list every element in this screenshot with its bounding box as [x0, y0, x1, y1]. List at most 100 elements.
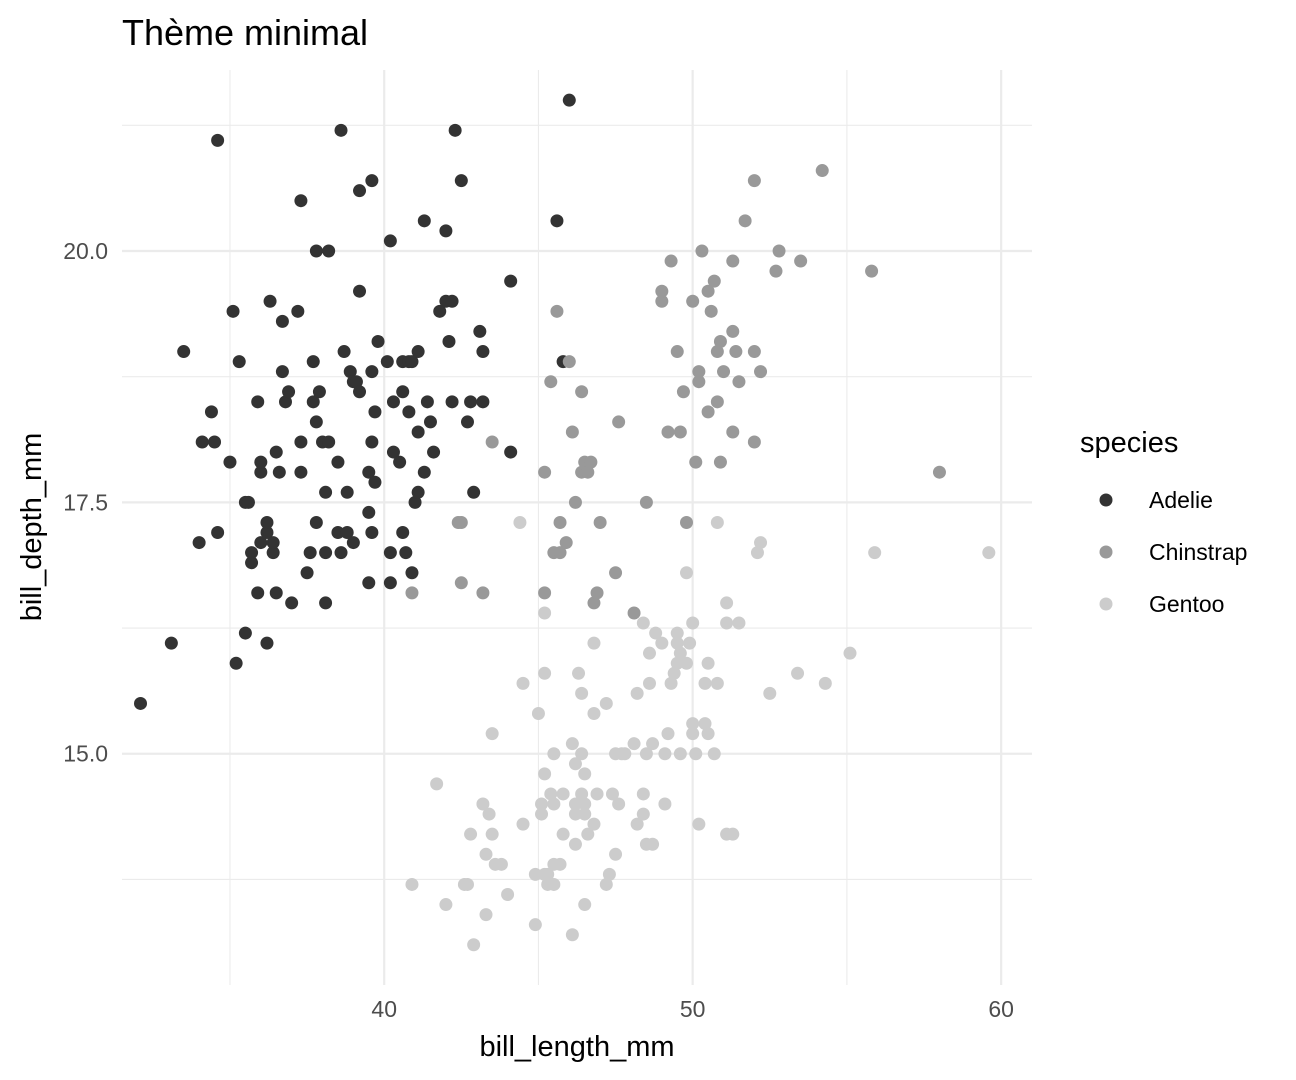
point-adelie: [476, 345, 490, 359]
point-gentoo: [599, 877, 613, 891]
point-gentoo: [513, 515, 527, 529]
point-gentoo: [575, 787, 589, 801]
point-chinstrap: [713, 455, 727, 469]
point-chinstrap: [689, 455, 703, 469]
point-adelie: [405, 566, 419, 580]
point-adelie: [232, 355, 246, 369]
point-gentoo: [627, 737, 641, 751]
point-gentoo: [630, 817, 644, 831]
point-gentoo: [590, 787, 604, 801]
legend-label-adelie: Adelie: [1149, 487, 1213, 513]
point-gentoo: [479, 908, 493, 922]
point-gentoo: [556, 827, 570, 841]
point-chinstrap: [485, 435, 499, 449]
point-adelie: [294, 194, 308, 208]
point-chinstrap: [686, 294, 700, 308]
point-adelie: [411, 345, 425, 359]
point-gentoo: [642, 676, 656, 690]
point-adelie: [294, 435, 308, 449]
point-gentoo: [658, 797, 672, 811]
point-chinstrap: [701, 284, 715, 298]
point-adelie: [368, 405, 382, 419]
point-adelie: [427, 445, 441, 459]
point-adelie: [245, 556, 259, 570]
point-gentoo: [568, 797, 582, 811]
point-chinstrap: [713, 334, 727, 348]
legend-key-gentoo: [1099, 597, 1113, 611]
point-adelie: [251, 395, 265, 409]
point-gentoo: [720, 616, 734, 630]
point-gentoo: [578, 767, 592, 781]
point-adelie: [331, 526, 345, 540]
point-adelie: [365, 174, 379, 188]
point-adelie: [417, 465, 431, 479]
point-gentoo: [476, 797, 490, 811]
point-adelie: [291, 304, 305, 318]
point-chinstrap: [639, 495, 653, 509]
point-adelie: [340, 526, 354, 540]
point-adelie: [322, 244, 336, 258]
point-chinstrap: [726, 324, 740, 338]
point-adelie: [195, 435, 209, 449]
point-adelie: [322, 435, 336, 449]
point-adelie: [177, 345, 191, 359]
point-gentoo: [578, 807, 592, 821]
point-gentoo: [460, 877, 474, 891]
point-chinstrap: [538, 465, 552, 479]
point-gentoo: [818, 676, 832, 690]
y-tick-label: 17.5: [63, 489, 108, 515]
point-adelie: [309, 244, 323, 258]
point-chinstrap: [769, 264, 783, 278]
point-chinstrap: [680, 515, 694, 529]
point-gentoo: [578, 898, 592, 912]
point-adelie: [365, 526, 379, 540]
point-adelie: [343, 365, 357, 379]
point-gentoo: [618, 747, 632, 761]
point-adelie: [408, 495, 422, 509]
point-gentoo: [602, 867, 616, 881]
point-gentoo: [698, 676, 712, 690]
x-tick-label: 40: [371, 996, 397, 1022]
point-adelie: [417, 214, 431, 228]
point-adelie: [254, 455, 268, 469]
point-adelie: [411, 425, 425, 439]
point-adelie: [319, 485, 333, 499]
point-chinstrap: [794, 254, 808, 268]
point-adelie: [263, 294, 277, 308]
point-gentoo: [636, 787, 650, 801]
point-chinstrap: [673, 425, 687, 439]
point-gentoo: [535, 797, 549, 811]
point-chinstrap: [568, 495, 582, 509]
point-adelie: [245, 546, 259, 560]
point-gentoo: [575, 747, 589, 761]
point-adelie: [282, 385, 296, 399]
point-adelie: [396, 526, 410, 540]
point-gentoo: [630, 686, 644, 700]
point-gentoo: [553, 857, 567, 871]
point-chinstrap: [476, 586, 490, 600]
point-gentoo: [485, 827, 499, 841]
point-adelie: [285, 596, 299, 610]
point-chinstrap: [581, 465, 595, 479]
point-gentoo: [482, 807, 496, 821]
point-gentoo: [698, 717, 712, 731]
point-adelie: [349, 375, 363, 389]
point-gentoo: [405, 877, 419, 891]
point-gentoo: [531, 707, 545, 721]
point-adelie: [365, 365, 379, 379]
point-gentoo: [710, 515, 724, 529]
point-adelie: [266, 536, 280, 550]
point-adelie: [448, 123, 462, 137]
point-adelie: [319, 546, 333, 560]
point-adelie: [383, 234, 397, 248]
point-gentoo: [670, 626, 684, 640]
point-adelie: [226, 304, 240, 318]
x-axis-title: bill_length_mm: [479, 1031, 674, 1063]
point-gentoo: [572, 666, 586, 680]
point-gentoo: [720, 596, 734, 610]
minor-gridlines: [122, 70, 1032, 985]
point-adelie: [309, 515, 323, 529]
point-adelie: [211, 526, 225, 540]
point-adelie: [223, 455, 237, 469]
